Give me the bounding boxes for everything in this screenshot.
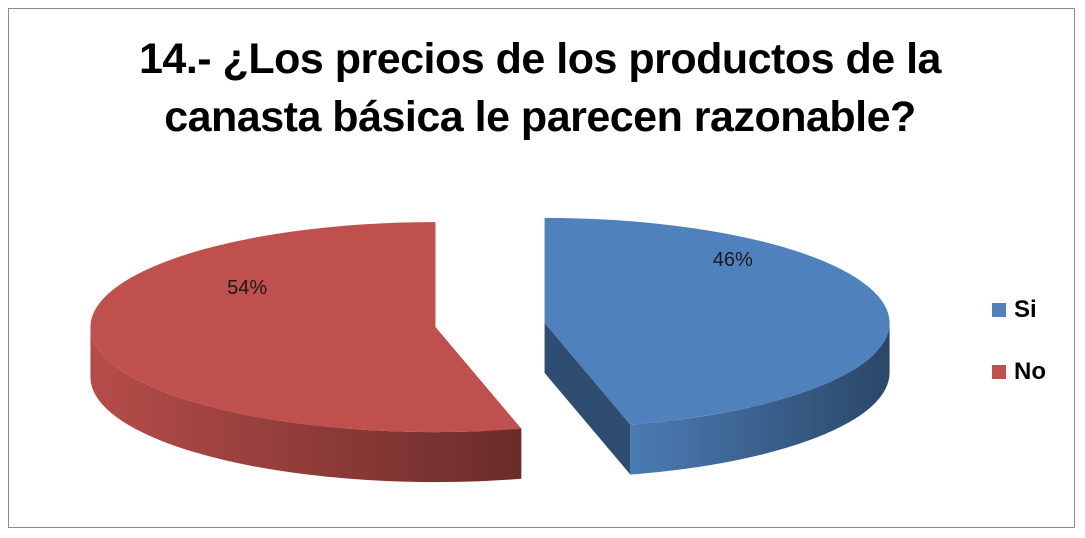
legend-swatch-si [992, 303, 1006, 317]
legend-label-no: No [1014, 358, 1046, 385]
legend-label-si: Si [1014, 296, 1037, 323]
legend-item-no: No [992, 357, 1046, 387]
data-label-si: 46% [713, 249, 753, 271]
legend: Si No [992, 295, 1046, 419]
pie-slice-si [544, 217, 890, 475]
legend-item-si: Si [992, 295, 1046, 325]
pie-slice-no [90, 222, 522, 483]
chart-title-line-1: 14.- ¿Los precios de los productos de la [139, 35, 941, 83]
chart-title: 14.- ¿Los precios de los productos de la… [60, 30, 1020, 146]
chart-title-line-2: canasta básica le parecen razonable? [164, 93, 916, 141]
legend-swatch-no [992, 365, 1006, 379]
data-label-no: 54% [227, 277, 267, 299]
